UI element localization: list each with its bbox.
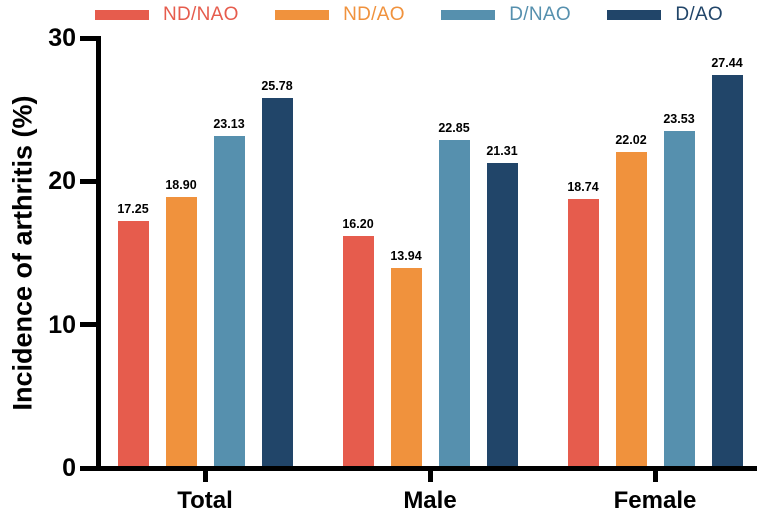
legend-item-nd-ao: ND/AO <box>275 4 405 26</box>
legend-label: ND/AO <box>343 4 405 25</box>
y-tick-label: 30 <box>48 24 76 52</box>
x-tick-label: Female <box>613 487 697 514</box>
y-tick-label: 0 <box>62 454 76 482</box>
bar-d-nao-total <box>213 136 245 467</box>
legend-item-d-ao: D/AO <box>607 4 723 26</box>
bar-d-ao-male <box>486 162 518 467</box>
bar-value-label: 22.85 <box>438 121 470 136</box>
x-tick <box>652 471 658 482</box>
y-tick-label: 20 <box>48 167 76 196</box>
legend-label: ND/NAO <box>163 4 239 25</box>
bar-nd-nao-total <box>117 220 149 467</box>
bar-nd-ao-male <box>390 268 422 467</box>
bar-value-label: 18.74 <box>567 180 599 195</box>
y-axis-title: Incidence of arthritis (%) <box>7 95 38 411</box>
bar-value-label: 21.31 <box>486 143 518 158</box>
bar-value-label: 22.02 <box>615 133 647 148</box>
y-tick <box>80 322 101 328</box>
x-tick <box>202 471 208 482</box>
legend-item-nd-nao: ND/NAO <box>95 4 239 26</box>
legend-label: D/AO <box>675 4 723 25</box>
y-tick <box>80 465 101 471</box>
legend-swatch-nd-nao <box>95 10 149 20</box>
y-axis-line <box>96 36 101 471</box>
bar-nd-nao-female <box>567 199 599 467</box>
bar-d-nao-female <box>663 130 695 467</box>
x-tick-label: Total <box>177 487 233 514</box>
bar-value-label: 25.78 <box>261 79 293 94</box>
bar-value-label: 23.13 <box>213 117 245 132</box>
bar-nd-ao-female <box>615 152 647 467</box>
legend-label: D/NAO <box>509 4 571 25</box>
y-tick <box>80 35 101 41</box>
bar-nd-ao-total <box>165 197 197 467</box>
x-tick-label: Male <box>403 487 457 514</box>
y-tick <box>80 178 101 184</box>
bar-value-label: 16.20 <box>342 216 374 231</box>
x-tick <box>427 471 433 482</box>
bar-value-label: 13.94 <box>390 249 422 264</box>
legend-swatch-d-ao <box>607 10 662 20</box>
y-tick-label: 10 <box>48 310 76 339</box>
bar-value-label: 27.44 <box>711 55 743 70</box>
bar-value-label: 18.90 <box>165 178 197 193</box>
bar-nd-nao-male <box>342 235 374 467</box>
x-axis-line <box>96 466 757 471</box>
bar-value-label: 23.53 <box>663 111 695 126</box>
bar-d-nao-male <box>438 140 470 467</box>
legend-swatch-nd-ao <box>275 10 330 20</box>
bar-value-label: 17.25 <box>117 201 149 216</box>
bar-d-ao-female <box>711 74 743 467</box>
bar-d-ao-total <box>261 98 293 467</box>
legend-item-d-nao: D/NAO <box>441 4 571 26</box>
legend-swatch-d-nao <box>441 10 496 20</box>
chart-legend: ND/NAO ND/AO D/NAO D/AO <box>95 3 723 27</box>
